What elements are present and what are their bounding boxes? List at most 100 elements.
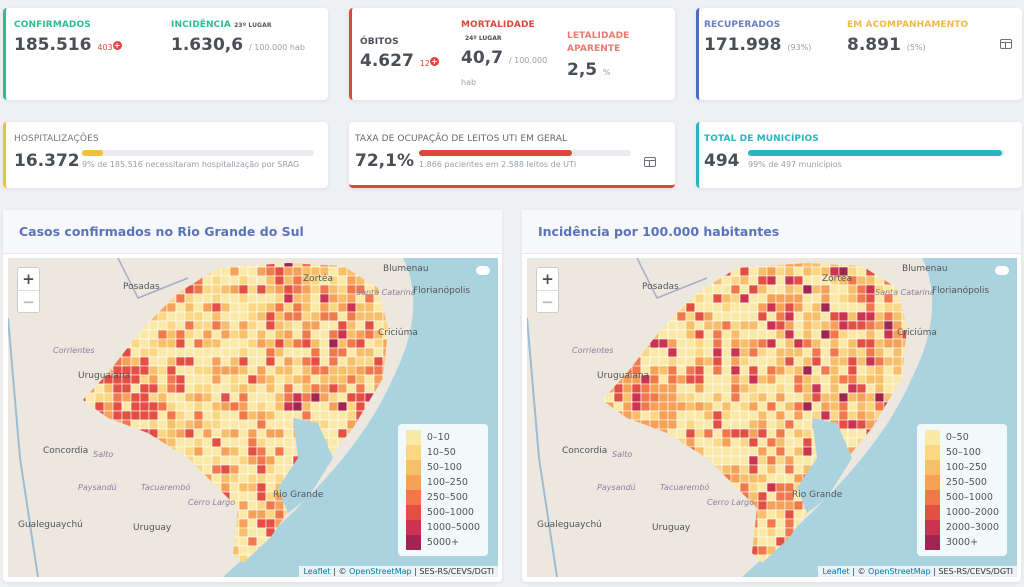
municipality[interactable] (94, 428, 105, 439)
municipality[interactable] (68, 321, 77, 330)
municipality[interactable] (703, 509, 714, 520)
municipality[interactable] (121, 509, 132, 520)
municipality[interactable] (685, 464, 696, 475)
municipality[interactable] (355, 311, 366, 322)
municipality[interactable] (274, 266, 285, 277)
municipality[interactable] (865, 320, 876, 331)
municipality[interactable] (238, 428, 249, 439)
municipality[interactable] (238, 482, 249, 493)
municipality[interactable] (766, 527, 777, 538)
municipality[interactable] (130, 554, 141, 564)
municipality[interactable] (193, 527, 204, 538)
municipality[interactable] (229, 374, 240, 385)
municipality[interactable] (748, 374, 759, 385)
municipality[interactable] (748, 509, 759, 520)
municipality[interactable] (157, 293, 168, 304)
municipality[interactable] (865, 365, 876, 376)
municipality[interactable] (901, 347, 911, 358)
municipality[interactable] (103, 266, 114, 277)
municipality[interactable] (139, 338, 150, 349)
municipality[interactable] (184, 293, 195, 304)
municipality[interactable] (77, 356, 87, 367)
municipality[interactable] (238, 437, 249, 448)
municipality[interactable] (373, 383, 384, 394)
municipality[interactable] (892, 338, 903, 349)
municipality[interactable] (838, 365, 849, 376)
municipality[interactable] (775, 491, 786, 502)
municipality[interactable] (364, 365, 375, 376)
municipality[interactable] (802, 266, 813, 277)
municipality[interactable] (874, 383, 885, 394)
municipality[interactable] (901, 374, 911, 385)
municipality[interactable] (784, 401, 795, 412)
municipality[interactable] (793, 284, 804, 295)
municipality[interactable] (247, 437, 258, 448)
municipality[interactable] (829, 338, 840, 349)
municipality[interactable] (85, 392, 96, 403)
municipality[interactable] (685, 455, 696, 466)
municipality[interactable] (193, 365, 204, 376)
municipality[interactable] (112, 266, 123, 277)
municipality[interactable] (193, 374, 204, 385)
municipality[interactable] (793, 464, 804, 475)
municipality[interactable] (77, 320, 87, 331)
municipality[interactable] (211, 311, 222, 322)
municipality[interactable] (766, 428, 777, 439)
municipality[interactable] (355, 356, 366, 367)
municipality[interactable] (148, 383, 159, 394)
municipality[interactable] (68, 555, 77, 564)
municipality[interactable] (757, 482, 768, 493)
municipality[interactable] (847, 392, 858, 403)
municipality[interactable] (229, 455, 240, 466)
municipality[interactable] (730, 284, 741, 295)
municipality[interactable] (874, 329, 885, 340)
municipality[interactable] (184, 374, 195, 385)
municipality[interactable] (229, 536, 240, 547)
municipality[interactable] (694, 455, 705, 466)
municipality[interactable] (103, 320, 114, 331)
municipality[interactable] (337, 392, 348, 403)
municipality[interactable] (256, 455, 267, 466)
municipality[interactable] (604, 536, 615, 547)
municipality[interactable] (203, 564, 212, 573)
municipality[interactable] (676, 437, 687, 448)
municipality[interactable] (676, 545, 687, 556)
municipality[interactable] (766, 500, 777, 511)
municipality[interactable] (94, 392, 105, 403)
municipality[interactable] (139, 428, 150, 439)
municipality[interactable] (157, 338, 168, 349)
municipality[interactable] (613, 401, 624, 412)
municipality[interactable] (130, 374, 141, 385)
municipality[interactable] (892, 383, 903, 394)
municipality[interactable] (694, 545, 705, 556)
municipality[interactable] (775, 258, 786, 268)
municipality[interactable] (392, 339, 401, 348)
municipality[interactable] (622, 329, 633, 340)
municipality[interactable] (730, 347, 741, 358)
municipality[interactable] (775, 518, 786, 529)
municipality[interactable] (355, 338, 366, 349)
municipality[interactable] (238, 455, 249, 466)
municipality[interactable] (658, 401, 669, 412)
municipality[interactable] (820, 320, 831, 331)
municipality[interactable] (892, 374, 903, 385)
municipality[interactable] (274, 284, 285, 295)
municipality[interactable] (811, 329, 822, 340)
municipality[interactable] (667, 500, 678, 511)
municipality[interactable] (793, 293, 804, 304)
municipality[interactable] (167, 564, 176, 573)
municipality[interactable] (319, 293, 330, 304)
municipality[interactable] (685, 329, 696, 340)
municipality[interactable] (157, 473, 168, 484)
municipality[interactable] (596, 293, 606, 304)
municipality[interactable] (784, 383, 795, 394)
municipality[interactable] (640, 464, 651, 475)
municipality[interactable] (865, 356, 876, 367)
municipality[interactable] (911, 276, 920, 285)
municipality[interactable] (766, 275, 777, 286)
municipality[interactable] (713, 564, 722, 573)
municipality[interactable] (730, 302, 741, 313)
municipality[interactable] (748, 419, 759, 430)
municipality[interactable] (202, 464, 213, 475)
municipality[interactable] (640, 356, 651, 367)
